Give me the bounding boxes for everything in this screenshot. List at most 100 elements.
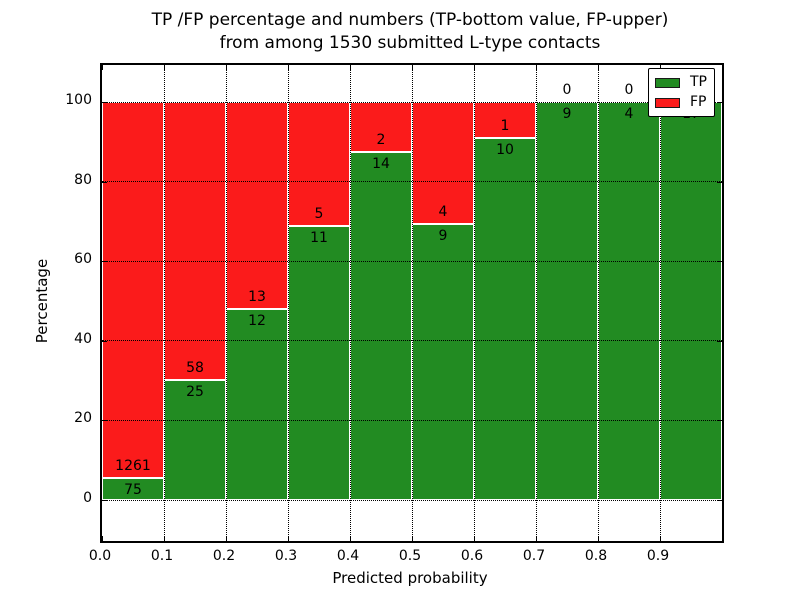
tick-mark-x [412,65,413,70]
tick-mark-x [288,65,289,70]
bar-segment-tp [536,102,598,500]
bar-segment-tp [412,224,474,500]
x-axis-label: Predicted probability [332,569,488,587]
tick-mark-y [102,102,107,103]
tick-mark-x [102,65,103,70]
bar-segment-tp [164,380,226,500]
x-tick-label: 0.3 [274,548,298,564]
tick-mark-x [474,536,475,541]
tick-mark-x [288,536,289,541]
tick-mark-x [536,65,537,70]
bar-segment-tp [660,102,722,500]
bar-label-fp: 1 [500,118,510,135]
tick-mark-x [412,536,413,541]
bar-segment-fp [164,102,226,381]
tick-mark-y [717,340,722,342]
tick-mark-x [164,65,165,70]
tick-mark-x [350,65,351,70]
legend-entry-tp: TP [655,75,707,90]
legend-label-fp: FP [690,94,707,110]
tick-mark-y [717,181,722,183]
x-tick-label: 0.9 [646,548,670,564]
bar-label-fp: 0 [624,82,634,98]
legend-entry-fp: FP [655,94,707,110]
tick-mark-y [102,420,107,422]
gridline-vertical [473,65,475,541]
bar-label-fp: 5 [314,206,324,223]
gridline-horizontal [102,260,722,262]
y-axis-label: Percentage [33,258,51,344]
gridline-vertical [287,65,289,541]
gridline-vertical [349,65,351,541]
bar-segment-fp [102,102,164,478]
x-tick-label: 0.8 [584,548,608,564]
tp-color-swatch [655,77,680,88]
x-tick-label: 0.7 [522,548,546,564]
y-tick-label: 40 [74,330,92,347]
x-tick-label: 0.4 [336,548,360,564]
bar-label-tp: 12 [248,312,266,329]
bar-label-fp: 4 [438,204,448,221]
bar-segment-fp [474,102,536,139]
x-tick-label: 0.0 [88,548,112,564]
bar-segment-tp [226,308,288,500]
bar-label-tp: 75 [124,481,142,498]
gridline-horizontal [102,499,722,501]
y-tick-label: 100 [65,92,92,108]
bar-label-tp: 14 [372,155,390,172]
tick-mark-y [102,340,107,342]
bar-label-tp: 4 [624,106,634,122]
gridline-horizontal [102,419,722,421]
gridline-vertical [225,65,227,541]
chart-title-line1: TP /FP percentage and numbers (TP-bottom… [151,10,669,30]
gridline-vertical [411,65,413,541]
bar-segment-tp [474,138,536,500]
tick-mark-x [226,536,227,541]
tick-mark-x [536,536,537,541]
bar-segment-fp [412,102,474,225]
legend: TP FP [648,68,715,117]
bar-segment-fp [226,102,288,309]
gridline-vertical [535,65,537,541]
gridline-horizontal [102,181,722,183]
tick-mark-y [717,261,722,263]
x-tick-label: 0.2 [212,548,236,564]
tick-mark-x [102,536,103,541]
fp-color-swatch [655,97,680,108]
x-tick-label: 0.1 [150,548,174,564]
plot-area: TP FP 1261755825131251121449110090417 [100,63,724,543]
gridline-horizontal [102,101,722,103]
bar-label-tp: 9 [562,106,572,122]
bar-label-fp: 58 [186,360,204,377]
y-tick-label: 0 [83,490,92,506]
chart-title: TP /FP percentage and numbers (TP-bottom… [100,9,720,55]
bar-label-tp: 9 [438,228,448,245]
bar-label-tp: 25 [186,384,204,401]
bar-label-fp: 0 [562,82,572,98]
tick-mark-x [598,536,599,541]
tick-mark-x [474,65,475,70]
tick-mark-x [164,536,165,541]
x-tick-label: 0.5 [398,548,422,564]
tick-mark-x [660,536,661,541]
gridline-vertical [659,65,661,541]
bar-segment-tp [598,102,660,500]
gridline-horizontal [102,340,722,342]
tick-mark-y [717,102,722,103]
tick-mark-x [350,536,351,541]
bar-label-tp: 10 [496,142,514,159]
x-tick-label: 0.6 [460,548,484,564]
tick-mark-y [717,420,722,422]
tick-mark-y [717,500,722,501]
chart-title-line2: from among 1530 submitted L-type contact… [219,33,601,53]
bar-label-tp: 11 [310,230,328,247]
tick-mark-y [102,181,107,183]
bar-segment-tp [288,226,350,500]
tick-mark-x [226,65,227,70]
bar-segment-fp [288,102,350,227]
y-tick-label: 60 [74,251,92,268]
tick-mark-y [102,500,107,501]
bar-label-fp: 2 [376,131,386,148]
tick-mark-x [598,65,599,70]
